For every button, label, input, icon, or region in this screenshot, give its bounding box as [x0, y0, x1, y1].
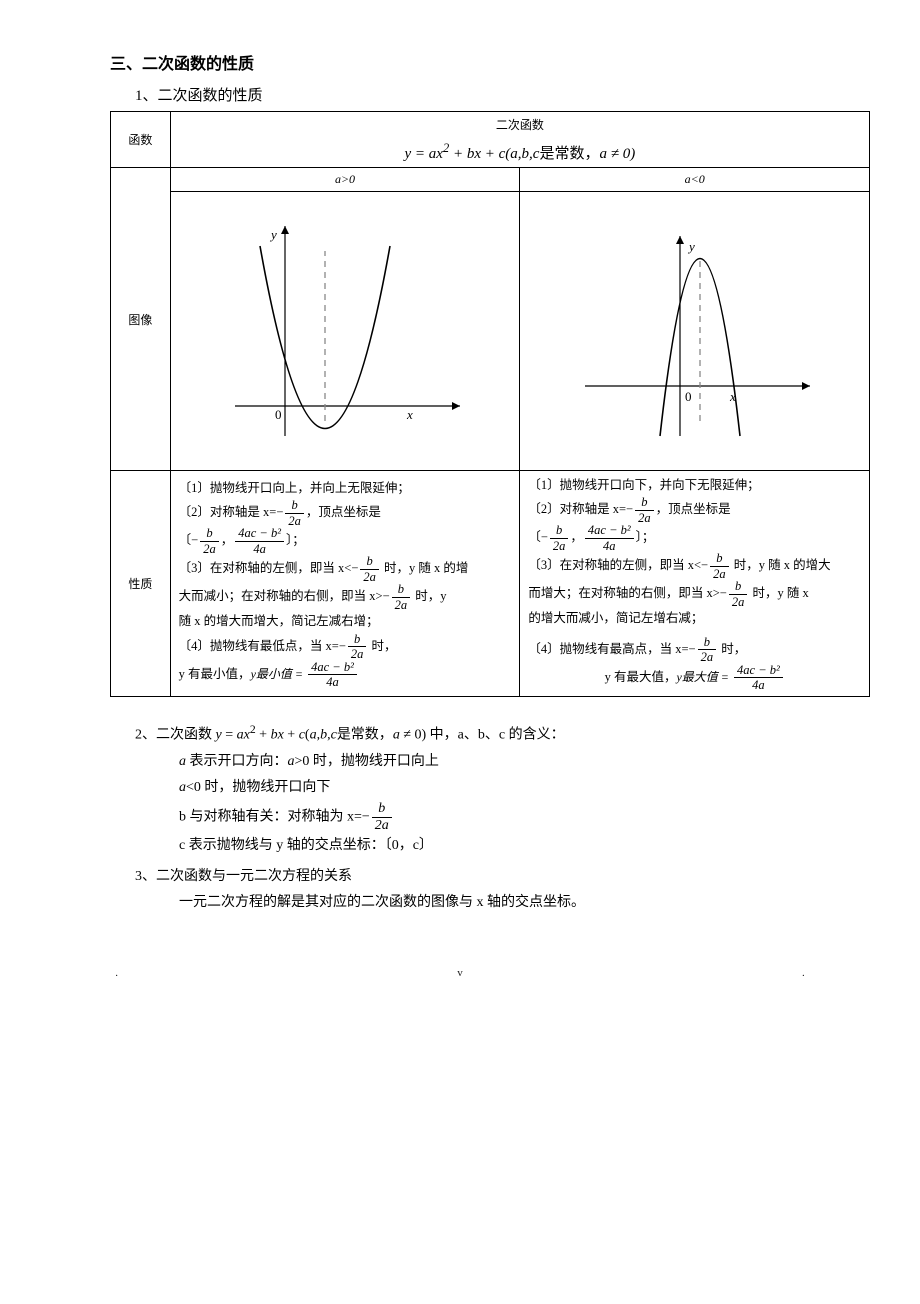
- label-graph: 图像: [111, 168, 171, 471]
- quadratic-properties-table: 函数 二次函数 y = ax2 + bx + c(a,b,c是常数，a ≠ 0)…: [110, 111, 870, 697]
- svg-text:x: x: [729, 389, 736, 404]
- svg-text:y: y: [687, 239, 695, 254]
- subsection-3-title: 3、二次函数与一元二次方程的关系: [135, 864, 840, 891]
- a-negative-header: a<0: [685, 172, 705, 186]
- svg-text:0: 0: [685, 389, 692, 404]
- svg-text:y: y: [269, 227, 277, 242]
- page-footer: . v .: [80, 967, 840, 979]
- graph-downward-parabola: 0 x y: [520, 192, 870, 471]
- header-top: 二次函数: [179, 116, 861, 133]
- subsection-1-title: 1、二次函数的性质: [135, 84, 840, 105]
- subsection-2-title: 2、二次函数 y = ax2 + bx + c(a,b,c是常数，a ≠ 0) …: [135, 719, 840, 749]
- properties-a-positive: 〔1〕抛物线开口向上，并向上无限延伸； 〔2〕对称轴是 x=−b2a，顶点坐标是…: [170, 471, 520, 697]
- svg-text:0: 0: [275, 407, 282, 422]
- section-title: 三、二次函数的性质: [110, 50, 840, 74]
- label-function: 函数: [111, 112, 171, 168]
- subsection-3: 3、二次函数与一元二次方程的关系 一元二次方程的解是其对应的二次函数的图像与 x…: [135, 864, 840, 917]
- a-positive-header: a>0: [335, 172, 355, 186]
- subsection-2: 2、二次函数 y = ax2 + bx + c(a,b,c是常数，a ≠ 0) …: [135, 719, 840, 860]
- properties-a-negative: 〔1〕抛物线开口向下，并向下无限延伸； 〔2〕对称轴是 x=−b2a，顶点坐标是…: [520, 471, 870, 697]
- svg-text:x: x: [406, 407, 413, 422]
- graph-upward-parabola: 0 x y: [170, 192, 520, 471]
- label-properties: 性质: [111, 471, 171, 697]
